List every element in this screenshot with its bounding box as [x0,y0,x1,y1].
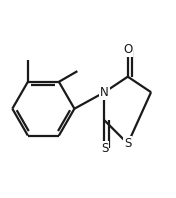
Text: S: S [101,142,108,155]
Text: O: O [123,43,132,56]
Text: N: N [100,86,109,99]
Text: S: S [124,137,131,150]
